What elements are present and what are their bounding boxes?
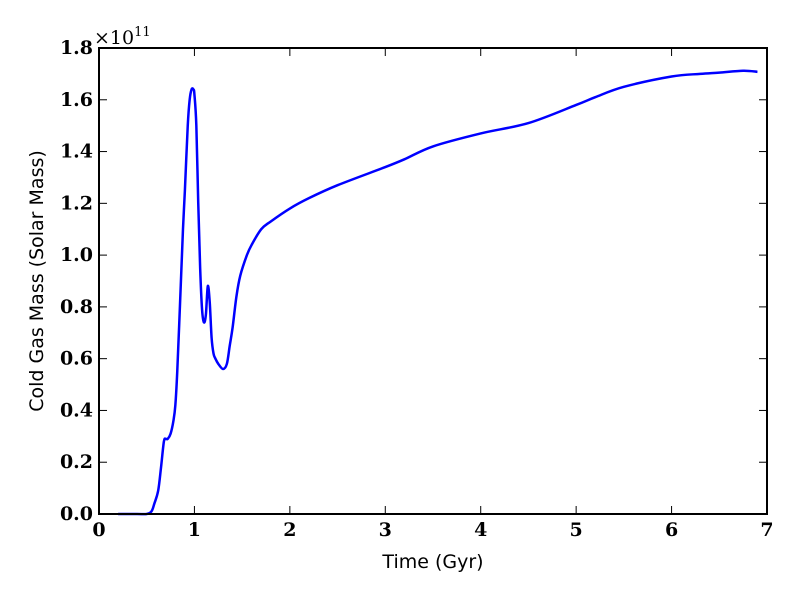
x-tick-label: 1 — [188, 519, 201, 541]
y-tick-label: 1.6 — [60, 89, 93, 111]
plot-area — [99, 48, 767, 514]
y-offset-exponent: 11 — [134, 25, 151, 40]
plot-frame — [98, 47, 768, 515]
x-ticks: 0 1 2 3 4 5 6 7 — [92, 48, 774, 541]
y-tick-label: 1.4 — [60, 141, 93, 163]
x-tick-label: 3 — [379, 519, 392, 541]
series-layer — [118, 69, 758, 516]
y-tick-label: 0.8 — [60, 296, 93, 318]
x-tick-label: 2 — [283, 519, 296, 541]
y-axis-label: Cold Gas Mass (Solar Mass) — [26, 150, 48, 412]
y-tick-label: 0.2 — [60, 451, 93, 473]
x-tick-label: 4 — [474, 519, 487, 541]
y-tick-label: 1.8 — [60, 37, 93, 59]
x-tick-label: 6 — [665, 519, 678, 541]
x-tick-label: 5 — [570, 519, 583, 541]
y-tick-label: 0.0 — [60, 503, 93, 525]
x-tick-label: 7 — [760, 519, 773, 541]
y-tick-label: 0.6 — [60, 348, 93, 370]
x-axis-label: Time (Gyr) — [381, 551, 483, 573]
y-ticks: 0.0 0.2 0.4 0.6 0.8 1.0 1.2 1.4 1.6 1.8 — [60, 37, 767, 525]
y-tick-label: 0.4 — [60, 399, 93, 421]
y-tick-label: 1.2 — [60, 192, 93, 214]
y-offset-base: ×10 — [94, 27, 134, 49]
y-tick-label: 1.0 — [60, 244, 93, 266]
cold-gas-mass-line — [118, 69, 758, 516]
y-offset-label: ×1011 — [94, 25, 151, 49]
x-tick-label: 0 — [92, 519, 105, 541]
